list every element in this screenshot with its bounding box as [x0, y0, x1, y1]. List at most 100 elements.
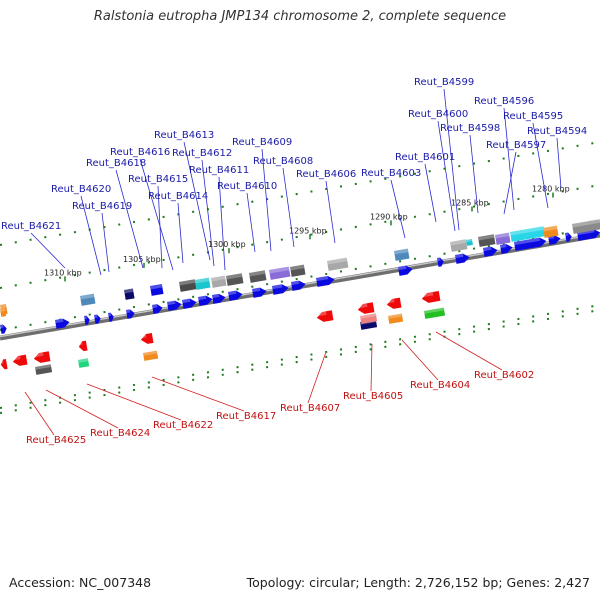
- edge-feature-block[interactable]: [0, 308, 7, 317]
- feature-block-4[interactable]: [179, 279, 197, 292]
- reverse-gene-arrow-8[interactable]: [421, 290, 441, 304]
- reverse-gene-arrow-3[interactable]: [78, 340, 88, 352]
- reverse-gene-arrow-6[interactable]: [356, 302, 375, 315]
- feature-block-6[interactable]: [211, 275, 227, 288]
- gene-label-Reut_B4595: Reut_B4595: [503, 111, 563, 122]
- reverse-gene-arrow-5[interactable]: [316, 310, 334, 323]
- forward-gene-arrow-10[interactable]: [211, 293, 226, 304]
- reverse-feature-block-4[interactable]: [360, 313, 378, 324]
- gene-leader-line-reverse: [151, 376, 245, 412]
- gene-label-Reut_B4606: Reut_B4606: [296, 169, 356, 180]
- gene-label-Reut_B4601: Reut_B4601: [395, 152, 455, 163]
- forward-gene-arrow-11[interactable]: [227, 290, 243, 301]
- forward-gene-arrow-18[interactable]: [455, 253, 470, 264]
- gene-leader-line: [177, 202, 184, 264]
- reverse-feature-block-0[interactable]: [34, 364, 53, 375]
- gene-leader-line: [80, 195, 102, 276]
- kbp-tick-1280-label: 1280 kbp: [532, 185, 570, 194]
- gene-label-Reut_B4622: Reut_B4622: [153, 420, 213, 431]
- gene-label-Reut_B4602: Reut_B4602: [474, 370, 534, 381]
- forward-gene-arrow-5[interactable]: [126, 309, 135, 319]
- gene-leader-line: [183, 141, 211, 261]
- reverse-feature-block-6[interactable]: [423, 307, 446, 319]
- gene-label-Reut_B4600: Reut_B4600: [408, 109, 468, 120]
- forward-gene-arrow-8[interactable]: [181, 298, 197, 309]
- gene-leader-line: [30, 232, 66, 269]
- gene-leader-line: [469, 134, 479, 214]
- gene-label-Reut_B4613: Reut_B4613: [154, 130, 214, 141]
- gene-label-Reut_B4612: Reut_B4612: [172, 148, 232, 159]
- forward-gene-arrow-14[interactable]: [290, 280, 306, 291]
- forward-gene-arrow-19[interactable]: [483, 246, 498, 257]
- forward-gene-arrow-0[interactable]: [0, 324, 7, 334]
- forward-gene-arrow-15[interactable]: [315, 275, 335, 287]
- reverse-feature-block-1[interactable]: [78, 358, 90, 368]
- forward-gene-arrow-16[interactable]: [398, 265, 413, 276]
- gene-label-Reut_B4609: Reut_B4609: [232, 137, 292, 148]
- feature-block-small[interactable]: [466, 238, 473, 246]
- forward-gene-arrow-12[interactable]: [251, 287, 267, 298]
- forward-gene-arrow-23[interactable]: [565, 232, 572, 242]
- gene-leader-line: [101, 212, 110, 273]
- forward-gene-arrow-4[interactable]: [108, 312, 114, 322]
- feature-block-5[interactable]: [195, 277, 211, 290]
- forward-gene-arrow-3[interactable]: [94, 314, 101, 324]
- reverse-gene-arrow-1[interactable]: [11, 354, 28, 367]
- gene-label-Reut_B4597: Reut_B4597: [486, 140, 546, 151]
- gene-leader-line: [261, 148, 272, 252]
- gene-label-Reut_B4617: Reut_B4617: [216, 411, 276, 422]
- kbp-tick-1300-label: 1300 kbp: [208, 240, 246, 249]
- kbp-tick-1310-label: 1310 kbp: [44, 268, 82, 277]
- feature-block-10[interactable]: [289, 264, 306, 277]
- gene-leader-line: [282, 167, 295, 248]
- kbp-tick-1290-label: 1290 kbp: [370, 212, 408, 221]
- kbp-tick-1295-label: 1295 kbp: [289, 226, 327, 235]
- feature-block-14[interactable]: [478, 234, 496, 247]
- reverse-feature-block-5[interactable]: [388, 313, 404, 324]
- gene-leader-line: [443, 88, 460, 231]
- gene-leader-line: [532, 122, 549, 209]
- feature-block-7[interactable]: [226, 273, 244, 286]
- feature-block-9[interactable]: [269, 266, 291, 280]
- forward-gene-arrow-20[interactable]: [499, 243, 513, 254]
- feature-block-2[interactable]: [124, 288, 135, 300]
- gene-leader-line: [115, 169, 144, 269]
- feature-block-1[interactable]: [80, 293, 96, 306]
- forward-gene-arrow-17[interactable]: [436, 257, 444, 267]
- gene-leader-line-reverse: [370, 343, 373, 392]
- guide-rail: [0, 308, 600, 414]
- forward-gene-arrow-2[interactable]: [84, 315, 90, 325]
- reverse-gene-arrow-7[interactable]: [386, 297, 402, 310]
- feature-block-8[interactable]: [249, 270, 267, 283]
- reverse-gene-arrow-2[interactable]: [33, 351, 51, 364]
- forward-gene-arrow-1[interactable]: [55, 318, 70, 329]
- feature-block-16[interactable]: [510, 226, 546, 242]
- reverse-gene-arrow-0[interactable]: [0, 358, 8, 370]
- gene-label-Reut_B4625: Reut_B4625: [26, 435, 86, 446]
- forward-gene-arrow-9[interactable]: [198, 295, 213, 306]
- feature-block-17[interactable]: [542, 225, 559, 238]
- gene-label-Reut_B4616: Reut_B4616: [110, 147, 170, 158]
- forward-gene-arrow-7[interactable]: [167, 300, 182, 311]
- gene-leader-line: [437, 120, 456, 232]
- forward-gene-arrow-13[interactable]: [271, 283, 289, 295]
- feature-block-13[interactable]: [449, 239, 468, 252]
- gene-label-Reut_B4603: Reut_B4603: [361, 168, 421, 179]
- feature-block-18[interactable]: [572, 219, 600, 234]
- gene-leader-line: [503, 151, 517, 215]
- feature-block-15[interactable]: [495, 232, 511, 245]
- map-title: Ralstonia eutropha JMP134 chromosome 2, …: [93, 9, 507, 24]
- feature-block-12[interactable]: [393, 248, 410, 261]
- reverse-gene-arrow-4[interactable]: [140, 332, 154, 345]
- forward-gene-arrow-6[interactable]: [152, 303, 163, 314]
- feature-block-3[interactable]: [150, 283, 164, 296]
- gene-label-Reut_B4610: Reut_B4610: [217, 181, 277, 192]
- gene-label-Reut_B4607: Reut_B4607: [280, 403, 340, 414]
- feature-block-11[interactable]: [326, 257, 349, 271]
- gene-leader-line: [556, 137, 562, 189]
- gene-label-Reut_B4615: Reut_B4615: [128, 174, 188, 185]
- gene-label-Reut_B4624: Reut_B4624: [90, 428, 150, 439]
- reverse-feature-block-2[interactable]: [142, 350, 159, 361]
- forward-gene-arrow-21[interactable]: [514, 237, 547, 251]
- gene-label-Reut_B4620: Reut_B4620: [51, 184, 111, 195]
